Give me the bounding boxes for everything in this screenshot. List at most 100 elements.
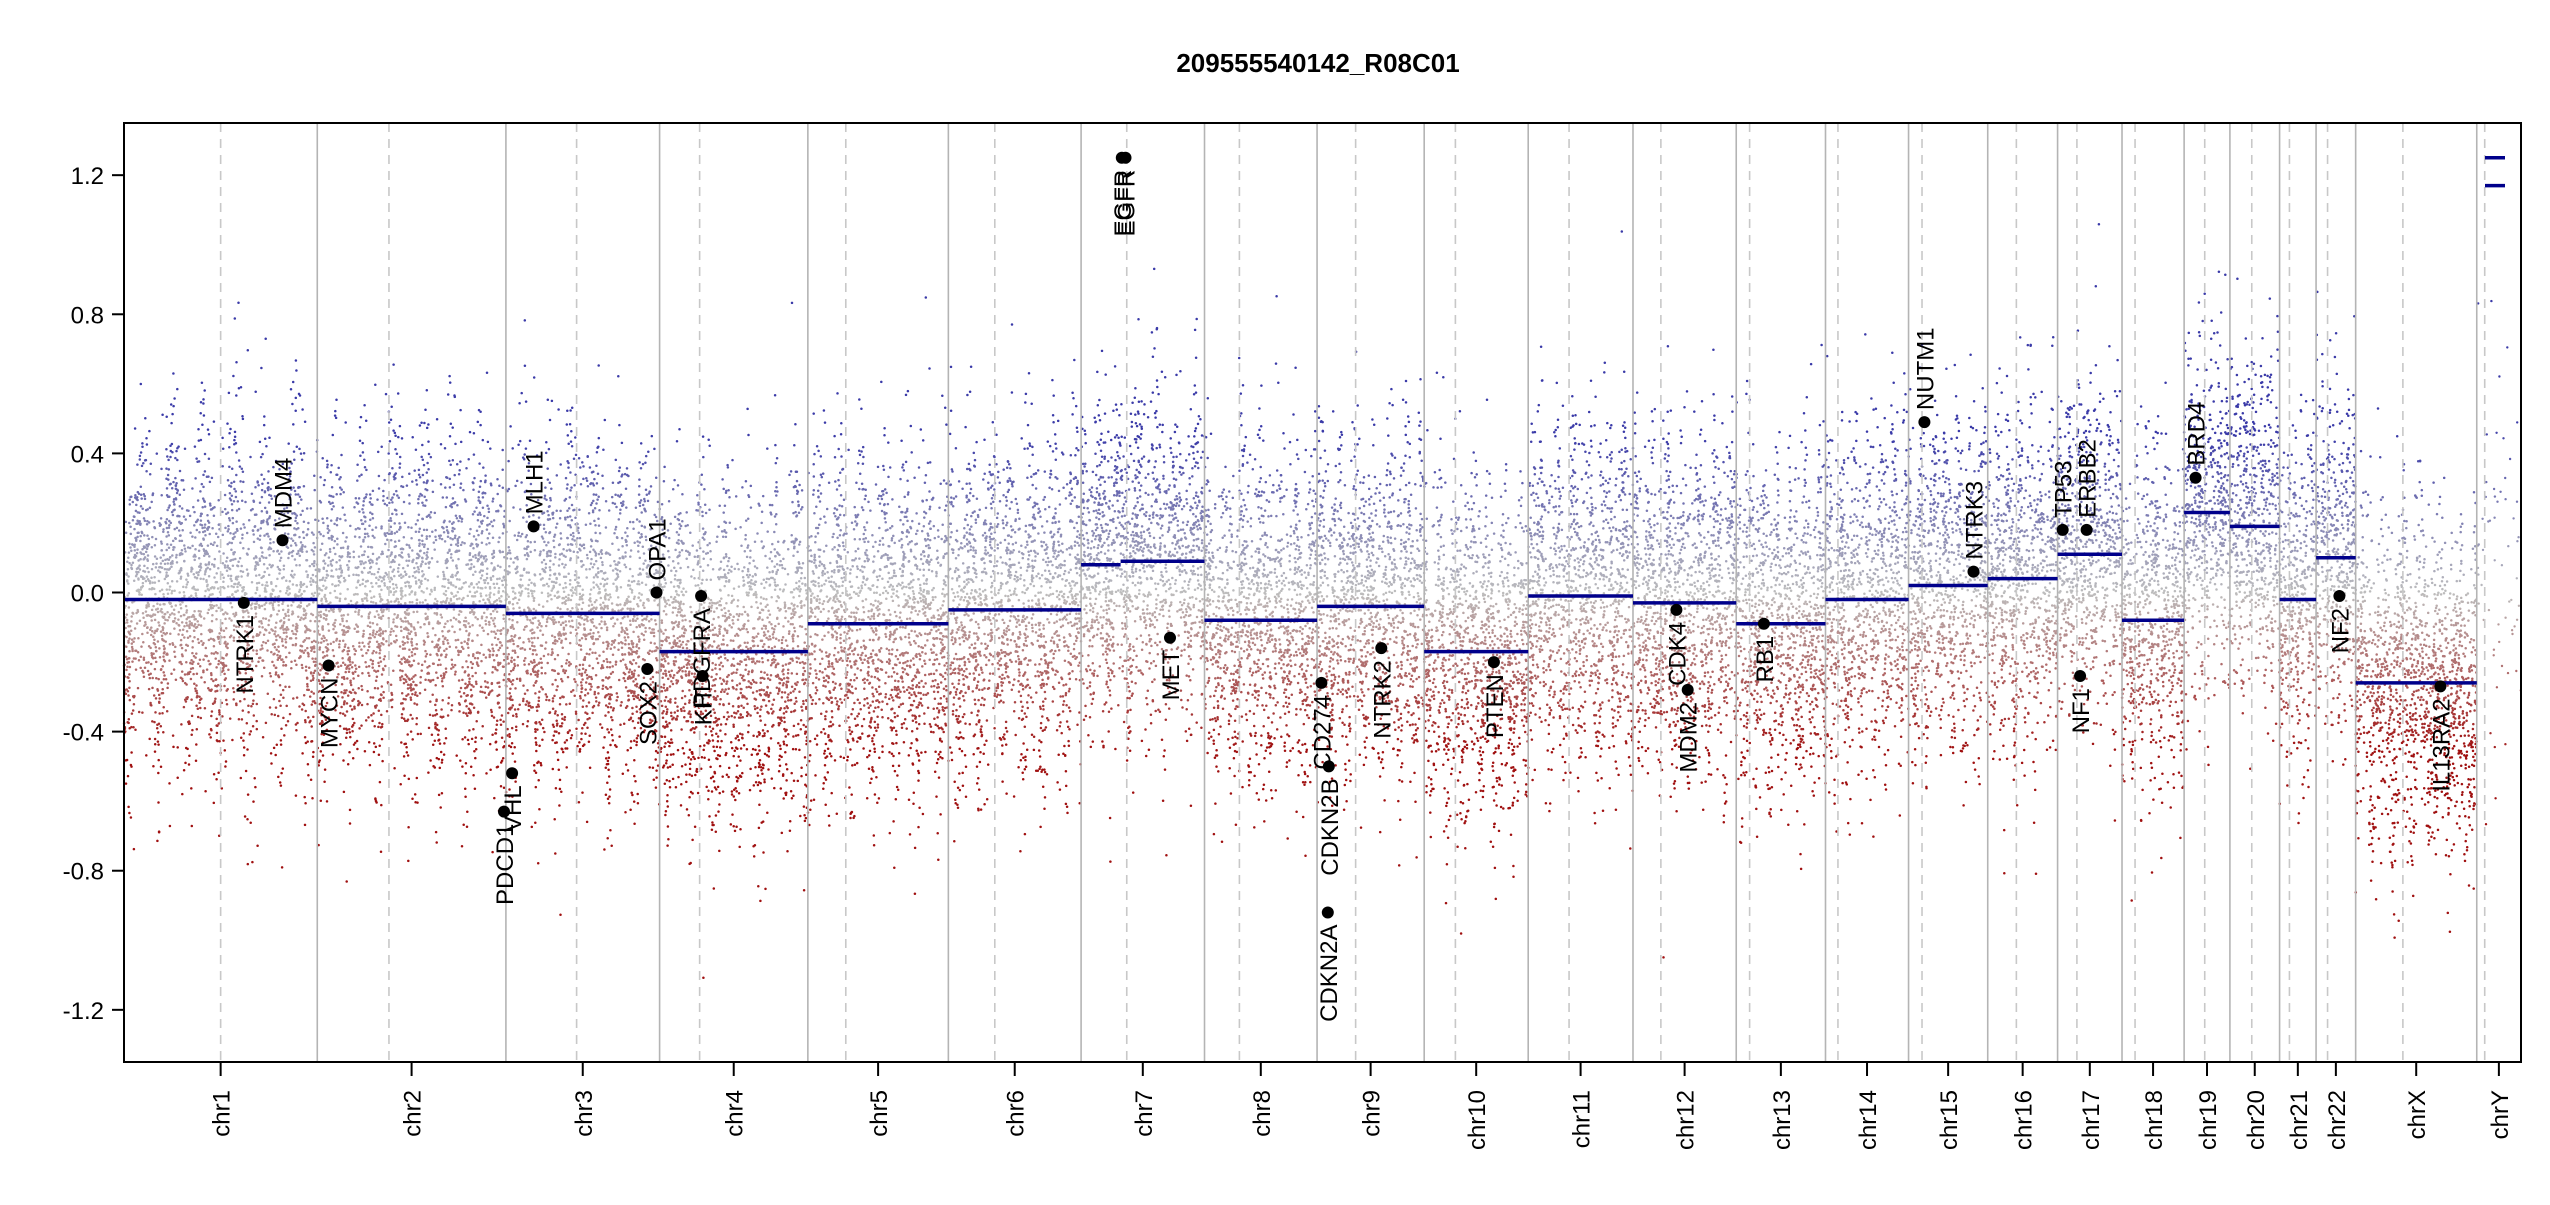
probe-point [435, 613, 439, 616]
probe-point [169, 521, 173, 525]
probe-point [125, 621, 129, 624]
probe-point [492, 569, 495, 572]
probe-point [365, 493, 368, 496]
probe-point [183, 636, 186, 639]
probe-point [255, 513, 258, 516]
probe-point [260, 674, 264, 678]
probe-point [138, 458, 142, 461]
probe-point [556, 685, 559, 688]
probe-point [245, 609, 249, 612]
probe-point [329, 471, 333, 474]
probe-point [502, 525, 506, 529]
probe-point [440, 616, 444, 619]
probe-point [203, 681, 206, 684]
probe-point [492, 716, 496, 719]
probe-point [276, 550, 279, 553]
probe-point [159, 517, 163, 520]
probe-point [424, 598, 427, 602]
probe-point [424, 612, 427, 616]
probe-point [360, 684, 363, 688]
probe-point [453, 473, 456, 477]
probe-point [443, 585, 446, 588]
probe-point [408, 655, 411, 658]
probe-point [379, 850, 383, 853]
probe-point [371, 696, 375, 699]
probe-point [291, 624, 295, 627]
probe-point [384, 542, 387, 546]
probe-point [199, 564, 202, 568]
probe-point [141, 584, 145, 588]
probe-point [490, 710, 493, 714]
probe-point [167, 478, 170, 481]
probe-point [254, 574, 258, 577]
probe-point [635, 625, 638, 629]
probe-point [492, 519, 496, 522]
probe-point [168, 556, 172, 559]
probe-point [655, 656, 658, 660]
probe-point [466, 738, 470, 742]
probe-point [430, 556, 434, 560]
probe-point [439, 613, 443, 616]
probe-point [379, 693, 383, 696]
probe-point [254, 390, 257, 394]
probe-point [125, 618, 129, 622]
probe-point [292, 632, 295, 636]
probe-point [347, 566, 350, 569]
probe-point [313, 474, 316, 478]
probe-point [134, 728, 137, 731]
probe-point [282, 568, 286, 571]
probe-point [348, 657, 351, 661]
probe-point [186, 672, 189, 676]
probe-point [133, 543, 136, 546]
probe-point [458, 578, 461, 581]
probe-point [205, 475, 209, 479]
probe-point [369, 696, 372, 699]
probe-point [606, 781, 609, 785]
probe-point [479, 479, 483, 483]
probe-point [195, 727, 199, 731]
probe-point [284, 724, 288, 727]
probe-point [424, 655, 428, 658]
probe-point [278, 654, 282, 658]
probe-point [228, 484, 231, 487]
probe-point [177, 571, 181, 575]
probe-point [341, 656, 344, 660]
probe-point [161, 665, 164, 668]
probe-point [369, 558, 372, 562]
probe-point [398, 528, 401, 531]
probe-point [422, 528, 426, 532]
probe-point [465, 629, 468, 633]
probe-point [436, 575, 440, 578]
probe-point [215, 609, 218, 613]
probe-point [632, 527, 635, 530]
probe-point [416, 519, 419, 522]
probe-point [149, 633, 153, 637]
probe-point [488, 593, 491, 597]
probe-point [196, 460, 199, 463]
probe-point [202, 414, 206, 417]
probe-point [310, 640, 314, 644]
probe-point [338, 597, 342, 600]
probe-point [278, 559, 282, 562]
probe-point [290, 569, 294, 573]
probe-point [399, 669, 402, 672]
probe-point [210, 714, 213, 718]
probe-point [153, 742, 157, 746]
probe-point [225, 560, 228, 563]
probe-point [319, 610, 323, 614]
probe-point [384, 534, 387, 538]
probe-point [427, 621, 431, 624]
probe-point [461, 666, 464, 669]
probe-point [348, 667, 351, 671]
probe-point [452, 483, 456, 486]
probe-point [578, 639, 581, 642]
probe-point [279, 739, 283, 742]
probe-point [301, 550, 304, 554]
probe-point [145, 522, 149, 526]
probe-point [398, 660, 402, 664]
probe-point [260, 495, 264, 499]
probe-point [267, 619, 271, 622]
probe-point [194, 594, 198, 597]
probe-point [305, 507, 309, 510]
probe-point [131, 695, 135, 698]
